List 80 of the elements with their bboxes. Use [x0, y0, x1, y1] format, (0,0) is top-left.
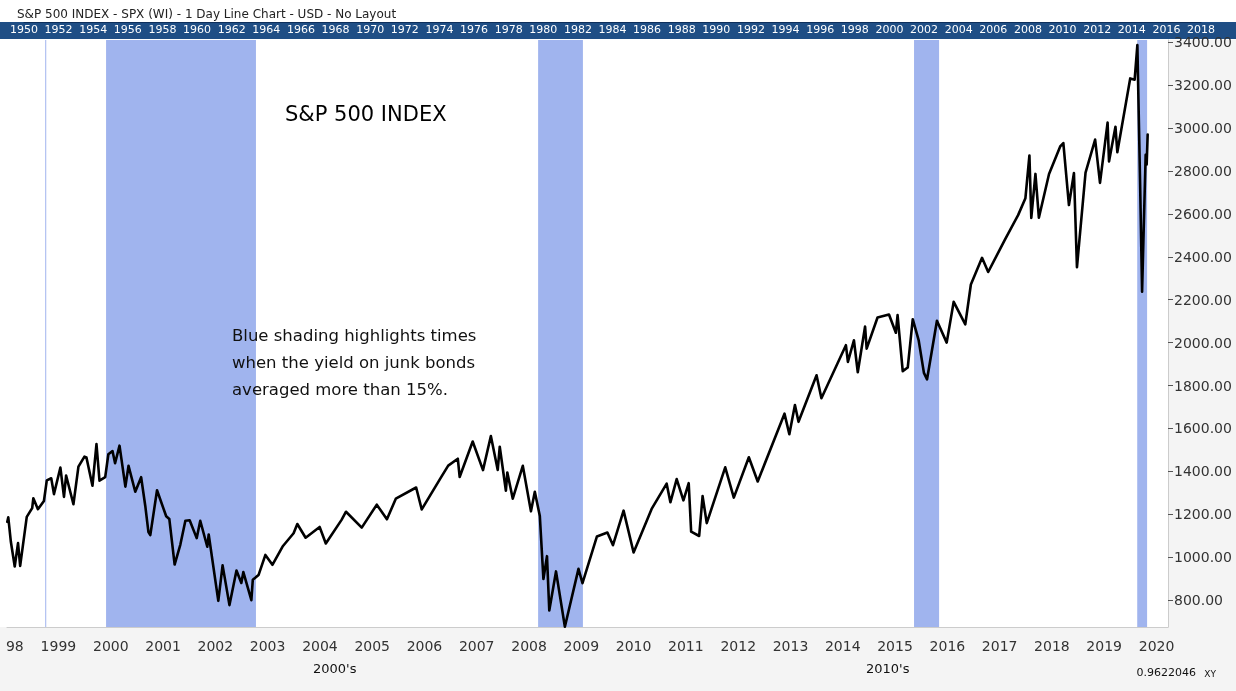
x2-tick-label: 2004	[944, 23, 973, 36]
x2-tick-label: 2008	[1013, 23, 1042, 36]
y-tick-label: 3200.00	[1174, 77, 1232, 94]
x-tick-label: 2014	[824, 638, 861, 654]
x2-tick-label: 2006	[979, 23, 1008, 36]
x2-tick-label: 1952	[44, 23, 73, 36]
x2-tick-label: 1950	[10, 23, 38, 36]
x2-tick-label: 1962	[217, 23, 246, 36]
x2-tick-label: 1976	[460, 23, 489, 36]
x2-tick-label: 1970	[356, 23, 385, 36]
x2-tick-label: 1992	[736, 23, 765, 36]
x2-tick-label: 1980	[529, 23, 558, 36]
x2-tick-label: 2010	[1048, 23, 1077, 36]
x-tick-label: 2004	[302, 638, 338, 654]
x-tick-label: 2016	[929, 638, 966, 654]
chart-subtitle: S&P 500 INDEX - SPX (WI) - 1 Day Line Chart - USD - No Layout	[17, 7, 397, 21]
y-tick-label: 1000.00	[1174, 549, 1232, 566]
x-tick-label: 2019	[1086, 638, 1122, 654]
x-tick-label: 2011	[668, 638, 704, 654]
x-tick-label: 2006	[406, 638, 443, 654]
x2-tick-label: 1960	[183, 23, 212, 36]
x2-tick-label: 1994	[771, 23, 800, 36]
y-tick-label: 1800.00	[1174, 377, 1232, 394]
x-tick-label: 2017	[981, 638, 1018, 654]
text: 2010's	[866, 661, 910, 676]
x2-tick-label: 1978	[494, 23, 523, 36]
x2-tick-label: 2000	[875, 23, 904, 36]
x2-tick-label: 1986	[633, 23, 662, 36]
x2-tick-label: 1966	[286, 23, 315, 36]
y-tick-label: 2800.00	[1174, 162, 1232, 179]
y-tick-label: 2200.00	[1174, 291, 1232, 308]
x-tick-label: 2002	[197, 638, 234, 654]
y-tick-label: 1400.00	[1174, 463, 1232, 480]
line-series	[5, 43, 1149, 629]
x-tick-label: 2015	[877, 638, 913, 654]
x-tick-label: 2012	[720, 638, 757, 654]
x-tick-label: 2018	[1034, 638, 1070, 654]
text: 2000's	[313, 661, 357, 676]
x2-tick-label: 1972	[390, 23, 419, 36]
x2-tick-label: 1954	[79, 23, 108, 36]
x-tick-label: 1999	[40, 638, 77, 654]
x-tick-label: 2020	[1138, 638, 1175, 654]
annotation: Blue shading highlights times when the yield on junk bonds averaged more than 15%.	[232, 326, 482, 399]
y-tick-label: 1200.00	[1174, 506, 1232, 523]
x-tick-label: 2013	[772, 638, 809, 654]
y-tick-label: 800.00	[1174, 592, 1223, 609]
x2-tick-label: 2016	[1152, 23, 1181, 36]
x2-tick-label: 1996	[806, 23, 835, 36]
x2-tick-label: 2002	[910, 23, 939, 36]
y-tick-label: 3400.00	[1174, 34, 1232, 51]
x2-tick-label: 1982	[563, 23, 592, 36]
y-tick-label: 2400.00	[1174, 248, 1232, 265]
y-tick-label: 3000.00	[1174, 120, 1232, 136]
y-tick-label: 2000.00	[1174, 334, 1232, 351]
x2-tick-label: 1956	[113, 23, 142, 36]
x-tick-label: 98	[5, 638, 24, 654]
x-tick-label: 2009	[563, 638, 600, 654]
x2-tick-label: 1964	[252, 23, 281, 36]
x-tick-label: 2000	[92, 638, 129, 654]
x-tick-label: 2003	[249, 638, 286, 654]
x-tick-label: 2007	[458, 638, 495, 654]
text: 0.9622046	[1136, 666, 1197, 679]
x2-tick-label: 2018	[1187, 23, 1215, 36]
y-tick-label: 1600.00	[1174, 420, 1232, 437]
x2-tick-label: 1974	[425, 23, 454, 36]
x2-tick-label: 1958	[148, 23, 177, 36]
x-tick-label: 2005	[354, 638, 391, 654]
y-tick-label: 2600.00	[1174, 205, 1232, 222]
x2-tick-label: 1998	[840, 23, 869, 36]
x2-tick-label: 2014	[1117, 23, 1146, 36]
text: XY	[1204, 668, 1217, 679]
x-tick-label: 2008	[511, 638, 547, 654]
x2-tick-label: 1990	[702, 23, 731, 36]
x-tick-label: 2001	[145, 638, 181, 654]
text: S&P 500 INDEX	[285, 101, 447, 126]
x2-tick-label: 1968	[321, 23, 350, 36]
x2-tick-label: 2012	[1083, 23, 1112, 36]
x-tick-label: 2010	[615, 638, 652, 654]
x2-tick-label: 1984	[598, 23, 627, 36]
x2-tick-label: 1988	[667, 23, 696, 36]
